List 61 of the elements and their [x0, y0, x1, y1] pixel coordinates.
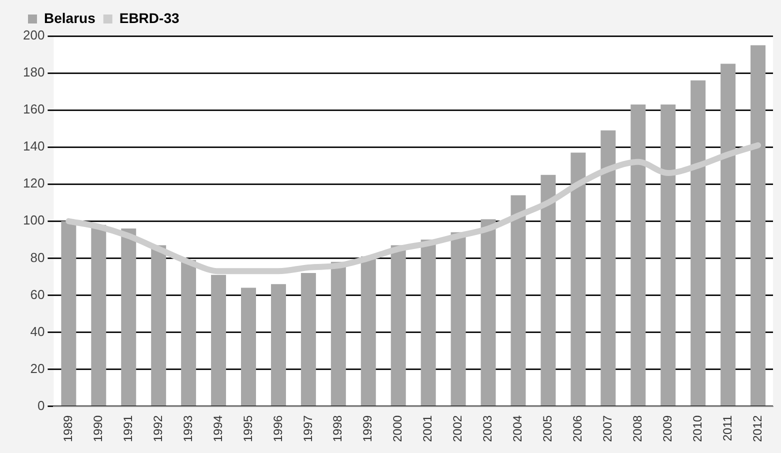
bar — [690, 80, 706, 406]
bar — [270, 284, 286, 406]
legend-label: Belarus — [44, 10, 96, 26]
x-tick-label: 2009 — [660, 414, 674, 442]
bar — [540, 174, 556, 406]
bar — [390, 245, 406, 406]
x-tick-label: 2000 — [390, 414, 405, 442]
x-tick-label: 1996 — [270, 414, 285, 442]
x-tick-label: 1994 — [210, 414, 225, 442]
bar — [660, 104, 676, 406]
x-tick-label: 2002 — [450, 414, 465, 442]
y-tick-label: 140 — [22, 138, 45, 154]
y-tick-label: 40 — [30, 324, 45, 339]
y-tick-label: 180 — [22, 64, 45, 80]
bar — [91, 224, 106, 406]
bar — [720, 64, 736, 406]
x-tick-label: 2008 — [630, 414, 644, 442]
x-tick-label: 2012 — [750, 414, 764, 442]
bar — [420, 240, 436, 406]
x-tick-label: 2003 — [480, 414, 495, 442]
x-tick-label: 2004 — [510, 414, 525, 442]
bar — [121, 228, 136, 406]
y-tick-label: 20 — [30, 360, 45, 376]
x-tick-label: 1990 — [90, 414, 105, 442]
y-tick-label: 0 — [37, 398, 45, 413]
y-tick-label: 200 — [22, 28, 45, 43]
bar — [510, 195, 526, 406]
legend-label: EBRD-33 — [119, 10, 180, 26]
x-tick-label: 2006 — [570, 414, 584, 442]
y-tick-label: 160 — [22, 102, 45, 117]
bar — [750, 45, 766, 406]
bar — [241, 288, 256, 406]
x-tick-label: 1991 — [120, 414, 135, 442]
bar — [211, 274, 226, 406]
x-tick-label: 2007 — [600, 414, 614, 442]
x-tick-label: 1997 — [300, 414, 315, 442]
bar — [151, 245, 166, 406]
y-tick-label: 80 — [30, 250, 45, 265]
x-tick-label: 2005 — [540, 414, 555, 442]
x-tick-label: 1992 — [150, 414, 165, 442]
x-tick-label: 1989 — [60, 414, 75, 442]
x-tick-label: 2001 — [420, 414, 435, 442]
bar — [330, 262, 346, 406]
x-tick-label: 1998 — [330, 414, 345, 442]
bar — [300, 272, 316, 406]
y-tick-label: 60 — [30, 286, 45, 302]
bar — [480, 219, 496, 406]
bar — [600, 130, 616, 406]
x-tick-label: 1999 — [360, 414, 375, 442]
x-tick-label: 1995 — [240, 414, 255, 442]
bar — [630, 104, 646, 406]
x-tick-label: 2010 — [690, 414, 704, 442]
y-tick-label: 120 — [22, 176, 45, 191]
y-tick-label: 100 — [22, 212, 45, 228]
bar — [360, 256, 376, 406]
bar — [181, 260, 196, 406]
bar — [450, 232, 466, 406]
bar — [61, 221, 76, 406]
x-tick-label: 2011 — [720, 414, 734, 442]
bar — [570, 152, 586, 406]
x-tick-label: 1993 — [180, 414, 195, 442]
